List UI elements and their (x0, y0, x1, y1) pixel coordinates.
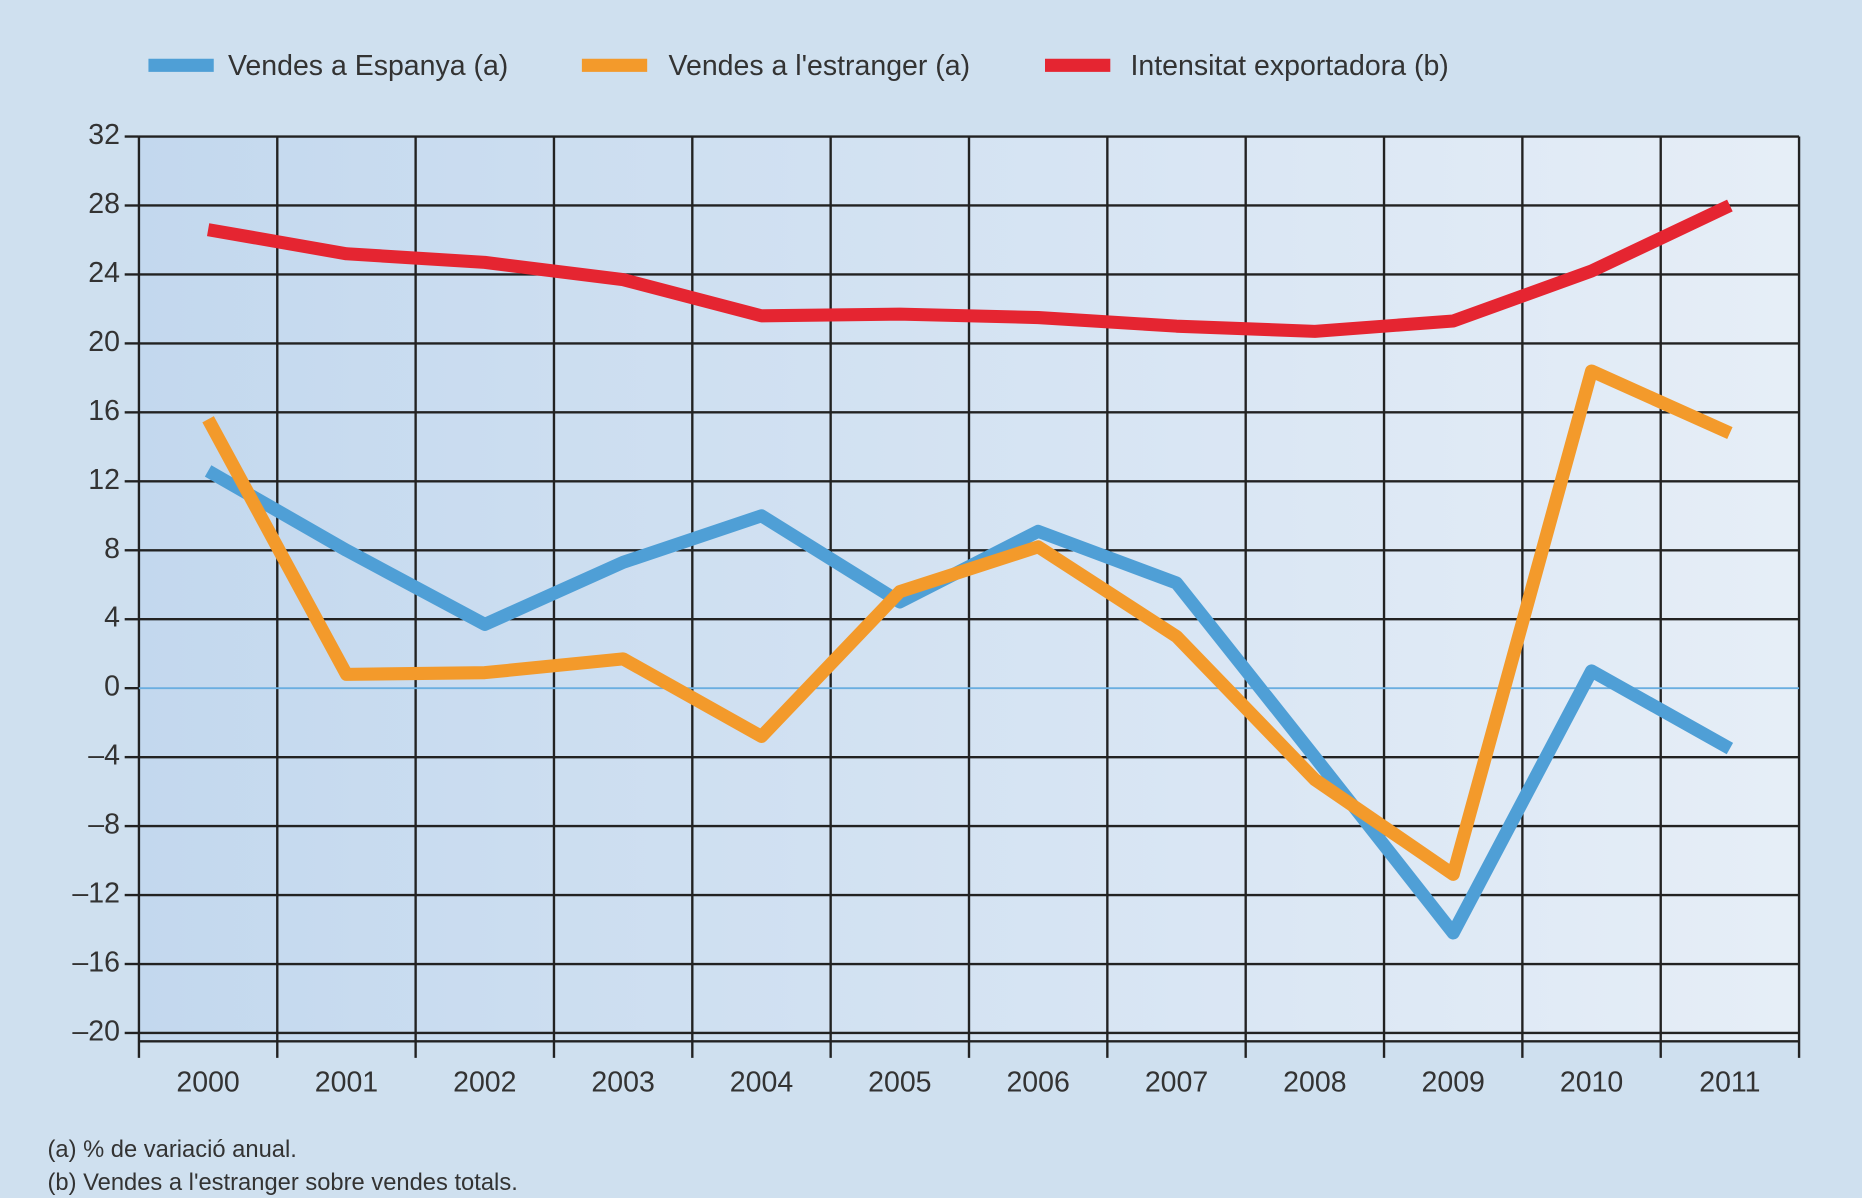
y-tick-label: –16 (72, 947, 120, 979)
x-tick-label: 2001 (315, 1067, 378, 1099)
y-tick-label: 12 (88, 464, 120, 496)
y-tick-label: 8 (104, 533, 120, 565)
legend-label: Intensitat exportadora (b) (1131, 50, 1449, 82)
x-tick-label: 2010 (1560, 1067, 1623, 1099)
footnote: (b) Vendes a l'estranger sobre vendes to… (48, 1170, 518, 1196)
y-tick-label: –20 (72, 1015, 120, 1047)
legend-label: Vendes a Espanya (a) (228, 50, 508, 82)
x-tick-label: 2000 (176, 1067, 239, 1099)
y-tick-label: 0 (104, 671, 120, 703)
series-line (206, 199, 1733, 338)
y-tick-label: –8 (88, 809, 120, 841)
x-tick-label: 2005 (868, 1067, 931, 1099)
y-tick-label: 4 (104, 602, 120, 634)
y-tick-label: –12 (72, 878, 120, 910)
x-tick-label: 2011 (1699, 1067, 1760, 1099)
x-tick-label: 2008 (1283, 1067, 1346, 1099)
legend-label: Vendes a l'estranger (a) (669, 50, 971, 82)
x-tick-label: 2006 (1006, 1067, 1069, 1099)
y-tick-label: 28 (88, 188, 120, 220)
y-tick-label: 24 (88, 257, 120, 289)
x-tick-label: 2004 (730, 1067, 793, 1099)
y-tick-label: 20 (88, 326, 120, 358)
footnote: (a) % de variació anual. (48, 1137, 297, 1163)
x-tick-label: 2009 (1422, 1067, 1485, 1099)
x-tick-label: 2002 (453, 1067, 516, 1099)
series-line (202, 364, 1733, 881)
y-tick-label: 16 (88, 395, 120, 427)
x-tick-label: 2003 (591, 1067, 654, 1099)
y-tick-label: –4 (88, 740, 120, 772)
y-tick-label: 32 (88, 119, 120, 151)
x-tick-label: 2007 (1145, 1067, 1208, 1099)
